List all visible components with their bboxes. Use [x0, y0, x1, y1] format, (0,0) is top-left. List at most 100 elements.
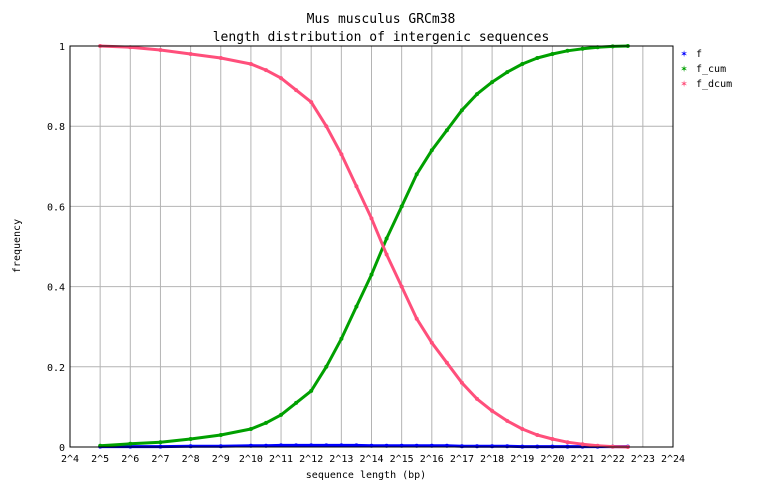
- x-tick-label: 2^8: [182, 454, 200, 465]
- x-tick-labels: 2^4 2^5 2^6 2^7 2^8 2^9 2^10 2^11 2^12 2^13 2^14 2^…: [61, 454, 685, 465]
- data-point: [294, 400, 299, 405]
- data-point: [324, 443, 329, 448]
- legend-marker-icon: ✶: [681, 77, 688, 90]
- legend-label: f: [696, 49, 702, 60]
- data-point: [505, 444, 510, 449]
- series-f-dcum: [98, 44, 630, 449]
- data-point: [339, 152, 344, 157]
- data-point: [294, 88, 299, 93]
- x-tick-label: 2^4: [61, 454, 79, 465]
- data-point: [369, 272, 374, 277]
- x-tick-label: 2^22: [601, 454, 625, 465]
- x-tick-label: 2^17: [450, 454, 474, 465]
- data-point: [309, 443, 314, 448]
- data-point: [158, 440, 163, 445]
- data-point: [490, 408, 495, 413]
- series-layer: [98, 44, 630, 449]
- data-point: [565, 440, 570, 445]
- x-tick-label: 2^13: [329, 454, 353, 465]
- data-point: [459, 108, 464, 113]
- data-point: [128, 441, 133, 446]
- series-line: [100, 44, 628, 448]
- series-line: [100, 44, 628, 449]
- data-point: [520, 427, 525, 431]
- x-tick-label: 2^10: [239, 454, 263, 465]
- data-point: [444, 128, 449, 133]
- series-line: [100, 443, 628, 449]
- series-f-cum: [98, 44, 630, 448]
- data-point: [505, 418, 510, 423]
- legend-marker-icon: ✶: [681, 62, 688, 75]
- x-tick-label: 2^18: [480, 454, 504, 465]
- x-tick-label: 2^24: [661, 454, 685, 465]
- y-axis-label: frequency: [12, 219, 23, 273]
- x-tick-label: 2^14: [359, 454, 383, 465]
- data-point: [188, 437, 193, 441]
- data-point: [309, 388, 314, 393]
- legend-marker-icon: ✶: [681, 47, 688, 60]
- data-point: [248, 62, 253, 66]
- data-point: [188, 52, 193, 56]
- data-point: [324, 124, 329, 129]
- data-point: [580, 46, 585, 51]
- data-point: [580, 442, 585, 447]
- data-point: [354, 184, 359, 189]
- data-point: [354, 304, 359, 309]
- data-point: [550, 437, 555, 441]
- x-tick-label: 2^6: [121, 454, 139, 465]
- y-tick-labels: 0 0.2 0.4 0.6 0.8 1: [47, 42, 65, 454]
- data-point: [218, 444, 223, 449]
- x-tick-label: 2^12: [299, 454, 323, 465]
- data-point: [520, 62, 525, 66]
- x-tick-label: 2^20: [540, 454, 564, 465]
- data-point: [429, 340, 434, 345]
- data-point: [535, 56, 540, 60]
- x-tick-label: 2^5: [91, 454, 109, 465]
- y-tick-label: 0.6: [47, 202, 65, 213]
- y-tick-label: 0.2: [47, 363, 65, 374]
- legend-label: f_dcum: [696, 79, 732, 90]
- data-point: [218, 433, 223, 437]
- x-tick-label: 2^9: [212, 454, 230, 465]
- data-point: [369, 216, 374, 221]
- x-tick-label: 2^15: [390, 454, 414, 465]
- legend: ✶ f ✶ f_cum ✶ f_dcum: [681, 47, 732, 90]
- data-point: [535, 433, 540, 437]
- data-point: [475, 444, 479, 449]
- data-point: [565, 48, 570, 53]
- data-point: [264, 420, 268, 425]
- data-point: [354, 443, 359, 448]
- data-point: [279, 76, 283, 81]
- data-point: [294, 443, 299, 448]
- x-tick-label: 2^11: [269, 454, 293, 465]
- data-point: [475, 92, 479, 97]
- data-point: [399, 284, 404, 289]
- x-tick-label: 2^23: [631, 454, 655, 465]
- data-point: [339, 443, 344, 448]
- x-tick-label: 2^21: [571, 454, 595, 465]
- x-axis-label: sequence length (bp): [306, 470, 426, 481]
- data-point: [414, 172, 419, 177]
- y-tick-label: 0.8: [47, 122, 65, 133]
- series-f: [98, 443, 630, 449]
- data-point: [248, 427, 253, 431]
- data-point: [279, 443, 283, 448]
- x-tick-label: 2^7: [151, 454, 169, 465]
- data-point: [279, 412, 283, 417]
- data-point: [414, 316, 419, 321]
- data-point: [188, 444, 193, 449]
- data-point: [490, 444, 495, 449]
- data-point: [399, 204, 404, 209]
- chart-subtitle: length distribution of intergenic sequen…: [213, 30, 550, 45]
- y-tick-label: 1: [59, 42, 65, 53]
- data-point: [384, 236, 389, 241]
- data-point: [505, 70, 510, 75]
- chart-title: Mus musculus GRCm38: [307, 12, 456, 27]
- data-point: [264, 68, 268, 73]
- data-point: [475, 396, 479, 401]
- data-point: [384, 252, 389, 257]
- data-point: [459, 380, 464, 385]
- y-tick-label: 0: [59, 443, 65, 454]
- x-tick-label: 2^16: [420, 454, 444, 465]
